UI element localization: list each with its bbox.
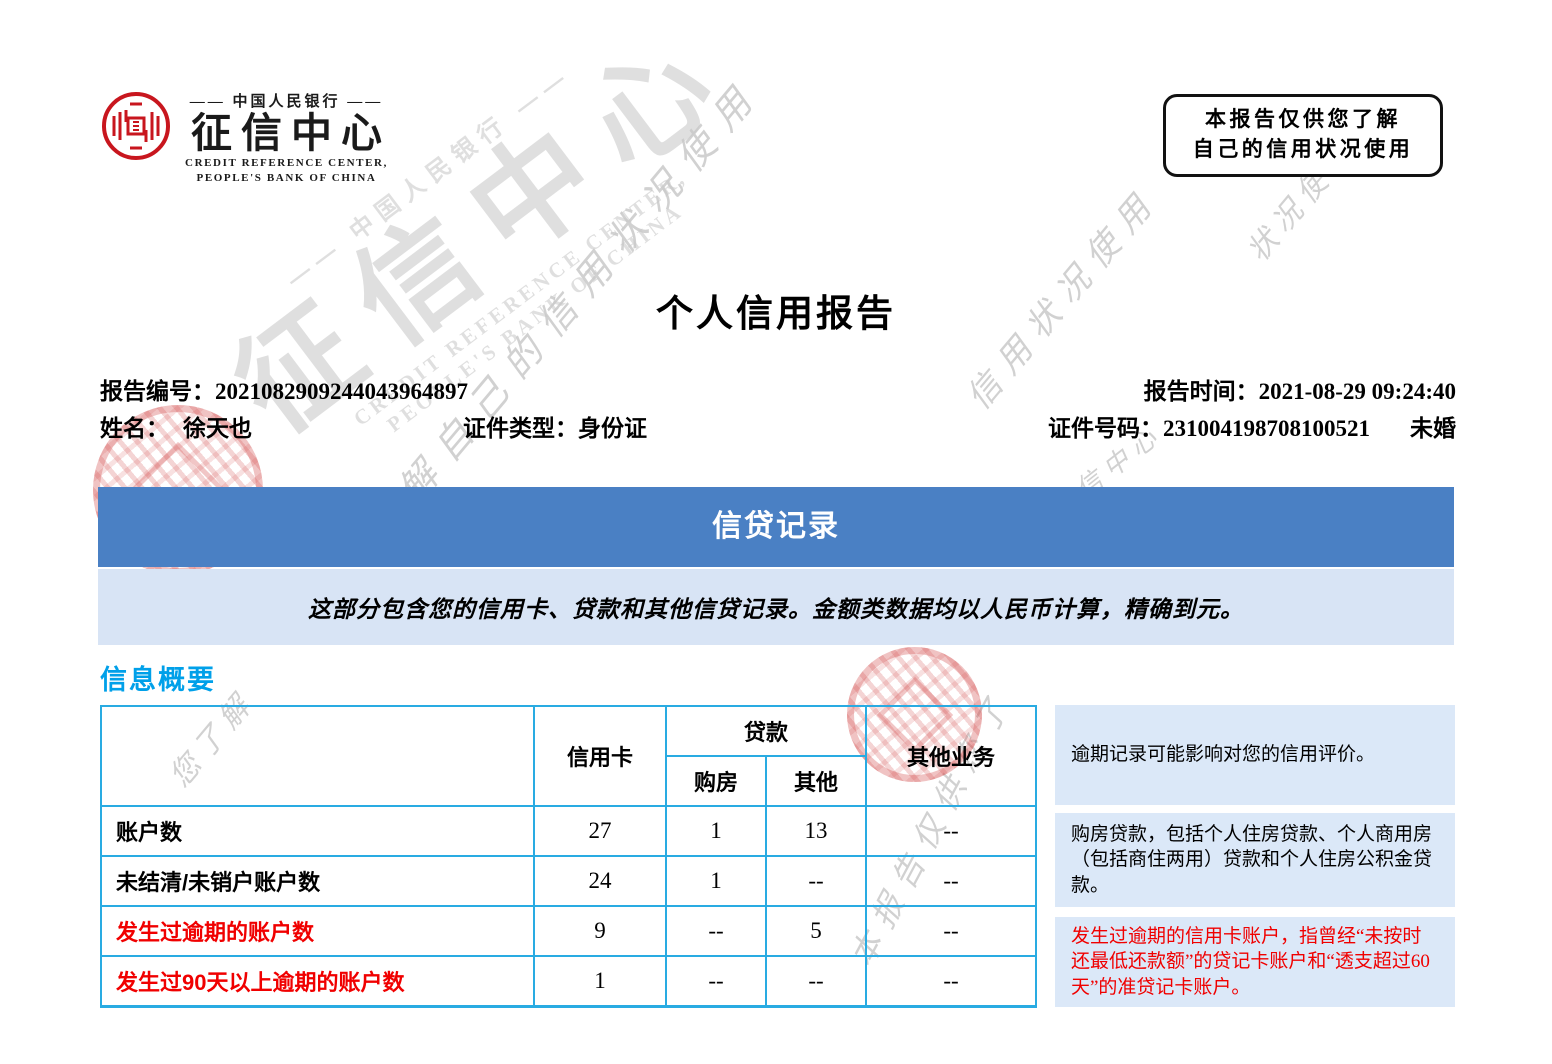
summary-table: 信用卡 贷款 其他业务 购房 其他 账户数 27 1 13 --: [100, 705, 1037, 1008]
col-header-loan: 贷款: [665, 705, 867, 757]
table-header-row-2: 购房 其他: [101, 755, 1036, 807]
col-header-credit-card: 信用卡: [533, 705, 667, 807]
row-label: 账户数: [100, 805, 535, 857]
note-overdue-impact: 逾期记录可能影响对您的信用评价。: [1055, 705, 1455, 805]
cell-value: --: [765, 955, 867, 1008]
logo-bank-name: —— 中国人民银行 ——: [189, 94, 384, 110]
usage-notice-box: 本报告仅供您了解 自己的信用状况使用: [1163, 94, 1443, 177]
id-number: 证件号码：231004198708100521 未婚: [1048, 409, 1456, 443]
col-header-loan-other: 其他: [765, 755, 867, 807]
report-number-value: 2021082909244043964897: [215, 379, 468, 404]
id-number-label: 证件号码：: [1048, 416, 1163, 441]
note-text: 购房贷款，包括个人住房贷款、个人商用房（包括商住两用）贷款和个人住房公积金贷款。: [1071, 823, 1433, 896]
report-meta: 报告编号：2021082909244043964897 报告时间：2021-08…: [98, 372, 1456, 446]
name-value: 徐天也: [183, 416, 252, 441]
report-number-label: 报告编号：: [100, 379, 215, 404]
name-label: 姓名：: [100, 416, 169, 441]
pboc-logo: —— 中国人民银行 —— 征信中心 CREDIT REFERENCE CENTE…: [100, 90, 391, 186]
table-row-overdue-90days-accounts: 发生过90天以上逾期的账户数 1 -- -- --: [100, 955, 1037, 1008]
note-text: 逾期记录可能影响对您的信用评价。: [1071, 744, 1376, 766]
page-title: 个人信用报告: [656, 293, 896, 334]
table-row-open-accounts: 未结清/未销户账户数 24 1 -- --: [100, 855, 1037, 907]
id-type-label: 证件类型：: [463, 416, 578, 441]
note-overdue-card-definition: 发生过逾期的信用卡账户，指曾经“未按时还最低还款额”的贷记卡账户和“透支超过60…: [1055, 917, 1455, 1007]
cell-value: --: [665, 955, 767, 1008]
logo-english-line-1: CREDIT REFERENCE CENTER,: [185, 157, 388, 170]
col-header-loan-house: 购房: [665, 755, 767, 807]
cell-value: 1: [665, 855, 767, 907]
report-time-value: 2021-08-29 09:24:40: [1258, 379, 1456, 404]
row-label: 未结清/未销户账户数: [100, 855, 535, 907]
cell-value: --: [865, 905, 1037, 957]
cell-value: 27: [533, 805, 667, 857]
cell-value: --: [765, 855, 867, 907]
marital-status: 未婚: [1410, 416, 1456, 441]
row-label: 发生过90天以上逾期的账户数: [100, 955, 535, 1008]
report-time: 报告时间：2021-08-29 09:24:40: [1144, 372, 1456, 406]
person-name: 姓名： 徐天也: [100, 409, 252, 443]
logo-english-line-2: PEOPLE'S BANK OF CHINA: [196, 171, 377, 184]
table-row-accounts: 账户数 27 1 13 --: [100, 805, 1037, 857]
cell-value: 1: [533, 955, 667, 1008]
cell-value: 9: [533, 905, 667, 957]
section-banner-credit-records: 信贷记录: [98, 487, 1454, 567]
logo-center-name: 征信中心: [191, 110, 391, 156]
cell-value: --: [865, 805, 1037, 857]
cell-value: 13: [765, 805, 867, 857]
cell-value: 5: [765, 905, 867, 957]
cell-value: 24: [533, 855, 667, 907]
note-text: 发生过逾期的信用卡账户，指曾经“未按时还最低还款额”的贷记卡账户和“透支超过60…: [1071, 925, 1430, 998]
id-type-value: 身份证: [578, 416, 647, 441]
cell-value: 1: [665, 805, 767, 857]
id-type: 证件类型：身份证: [463, 409, 647, 443]
pboc-coin-icon: [102, 92, 170, 160]
id-number-value: 231004198708100521: [1163, 416, 1370, 441]
col-header-other-business: 其他业务: [865, 705, 1037, 807]
cell-value: --: [865, 855, 1037, 907]
notice-line-1: 本报告仅供您了解: [1205, 108, 1401, 131]
note-house-loan-definition: 购房贷款，包括个人住房贷款、个人商用房（包括商住两用）贷款和个人住房公积金贷款。: [1055, 813, 1455, 907]
table-header-row-1: 信用卡 贷款 其他业务: [100, 705, 1037, 807]
report-time-label: 报告时间：: [1143, 379, 1259, 404]
header-empty-cell: [100, 705, 535, 807]
table-row-overdue-accounts: 发生过逾期的账户数 9 -- 5 --: [100, 905, 1037, 957]
meta-line-1: 报告编号：2021082909244043964897 报告时间：2021-08…: [98, 372, 1456, 409]
logo-text-block: —— 中国人民银行 —— 征信中心 CREDIT REFERENCE CENTE…: [182, 90, 391, 186]
cell-value: --: [865, 955, 1037, 1008]
meta-line-2: 姓名： 徐天也 证件类型：身份证 证件号码：231004198708100521 未…: [98, 409, 1456, 446]
cell-value: --: [665, 905, 767, 957]
row-label: 发生过逾期的账户数: [100, 905, 535, 957]
report-number: 报告编号：2021082909244043964897: [100, 372, 468, 406]
summary-heading: 信息概要: [100, 665, 216, 695]
notice-line-2: 自己的信用状况使用: [1192, 138, 1414, 162]
section-description: 这部分包含您的信用卡、贷款和其他信贷记录。金额类数据均以人民币计算，精确到元。: [98, 569, 1454, 645]
